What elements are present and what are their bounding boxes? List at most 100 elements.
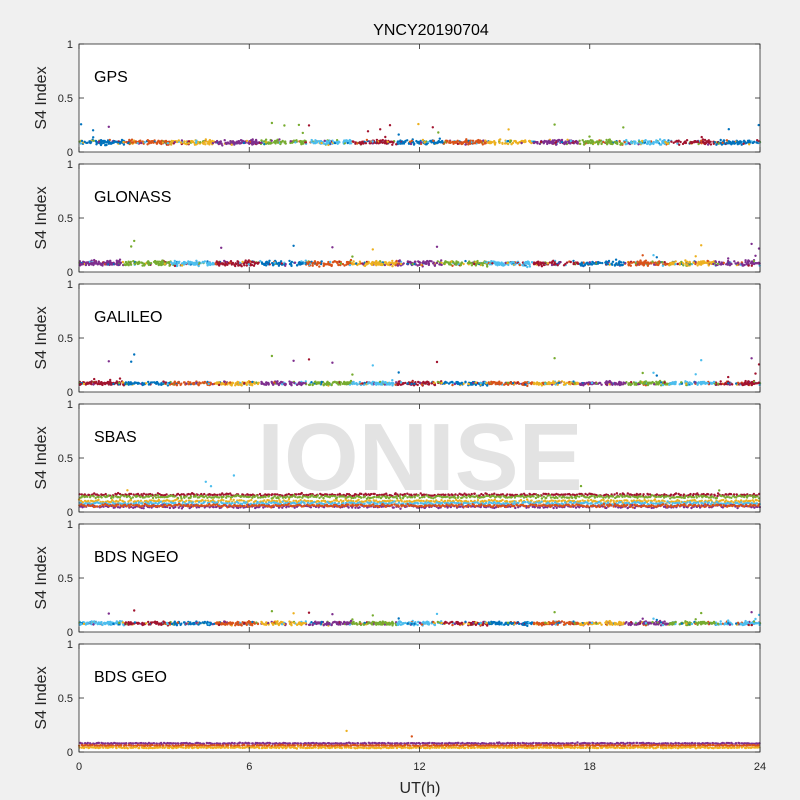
data-point bbox=[349, 379, 353, 383]
data-point bbox=[701, 140, 705, 144]
data-point bbox=[417, 122, 420, 126]
data-point bbox=[339, 262, 342, 265]
data-point bbox=[598, 381, 601, 385]
data-point bbox=[727, 257, 730, 260]
data-point bbox=[639, 493, 642, 496]
data-point bbox=[187, 142, 190, 145]
y-tick-label: 1 bbox=[67, 279, 73, 291]
data-point bbox=[379, 140, 383, 144]
data-point bbox=[176, 264, 179, 267]
data-point bbox=[229, 498, 232, 501]
y-axis-label: S4 Index bbox=[33, 66, 50, 129]
data-point bbox=[651, 260, 654, 263]
data-point bbox=[678, 143, 681, 146]
data-point bbox=[237, 381, 240, 384]
y-tick-label: 1 bbox=[67, 159, 73, 171]
data-point bbox=[523, 261, 526, 264]
data-point bbox=[223, 259, 226, 263]
data-point bbox=[466, 262, 470, 265]
data-point bbox=[459, 263, 463, 267]
data-point bbox=[550, 141, 554, 144]
data-point bbox=[591, 261, 594, 264]
data-point bbox=[679, 140, 682, 144]
data-point bbox=[750, 242, 753, 246]
data-point bbox=[410, 382, 413, 386]
data-point bbox=[701, 138, 705, 141]
data-point bbox=[375, 261, 378, 264]
data-point bbox=[633, 142, 636, 145]
data-point bbox=[239, 383, 242, 386]
data-point bbox=[165, 493, 168, 496]
data-point bbox=[530, 261, 534, 264]
data-point bbox=[105, 140, 109, 144]
data-point bbox=[241, 139, 244, 143]
data-point bbox=[129, 260, 132, 264]
data-point bbox=[750, 264, 753, 267]
data-point bbox=[273, 381, 276, 384]
data-point bbox=[468, 140, 472, 144]
data-point bbox=[320, 380, 323, 384]
data-point bbox=[140, 141, 143, 145]
data-point bbox=[398, 260, 401, 263]
data-point bbox=[115, 380, 119, 383]
data-point bbox=[326, 263, 329, 266]
data-point bbox=[427, 381, 430, 384]
data-point bbox=[663, 261, 666, 264]
data-point bbox=[705, 495, 709, 498]
data-point bbox=[384, 135, 387, 139]
data-point bbox=[727, 382, 730, 385]
data-point bbox=[391, 379, 394, 382]
data-point bbox=[674, 260, 677, 263]
data-point bbox=[695, 496, 698, 499]
data-point bbox=[129, 381, 132, 384]
data-point bbox=[97, 496, 100, 499]
data-point bbox=[648, 143, 652, 146]
data-point bbox=[362, 142, 365, 145]
data-point bbox=[754, 382, 757, 385]
data-point bbox=[99, 382, 102, 385]
data-point bbox=[457, 263, 460, 266]
data-point bbox=[532, 141, 536, 145]
data-point bbox=[435, 261, 439, 265]
data-point bbox=[609, 140, 612, 143]
data-point bbox=[487, 141, 490, 144]
data-point bbox=[669, 382, 673, 385]
data-point bbox=[576, 262, 580, 265]
data-point bbox=[446, 261, 450, 264]
data-point bbox=[718, 489, 721, 492]
data-point bbox=[507, 128, 510, 131]
data-point bbox=[621, 263, 624, 267]
data-point bbox=[632, 381, 636, 384]
data-point bbox=[651, 380, 654, 384]
data-point bbox=[304, 141, 308, 144]
data-point bbox=[388, 381, 391, 384]
data-point bbox=[455, 140, 459, 143]
data-point bbox=[283, 124, 286, 127]
data-point bbox=[131, 496, 135, 499]
data-point bbox=[391, 265, 394, 268]
data-point bbox=[750, 383, 753, 387]
data-point bbox=[217, 142, 220, 146]
data-point bbox=[506, 381, 510, 384]
data-point bbox=[740, 143, 743, 146]
data-point bbox=[383, 381, 386, 384]
data-point bbox=[745, 262, 748, 265]
data-point bbox=[719, 383, 723, 386]
data-point bbox=[348, 138, 351, 142]
data-point bbox=[128, 138, 131, 142]
data-point bbox=[671, 262, 674, 266]
data-point bbox=[85, 141, 88, 145]
data-point bbox=[488, 263, 491, 266]
data-point bbox=[94, 262, 98, 265]
data-point bbox=[589, 141, 592, 145]
data-point bbox=[362, 263, 365, 266]
data-point bbox=[185, 499, 188, 502]
data-point bbox=[706, 381, 709, 385]
data-point bbox=[252, 264, 256, 267]
data-point bbox=[487, 381, 490, 384]
data-point bbox=[614, 258, 618, 261]
data-point bbox=[310, 141, 313, 144]
data-point bbox=[392, 262, 396, 266]
data-point bbox=[311, 264, 314, 267]
data-point bbox=[187, 492, 190, 496]
